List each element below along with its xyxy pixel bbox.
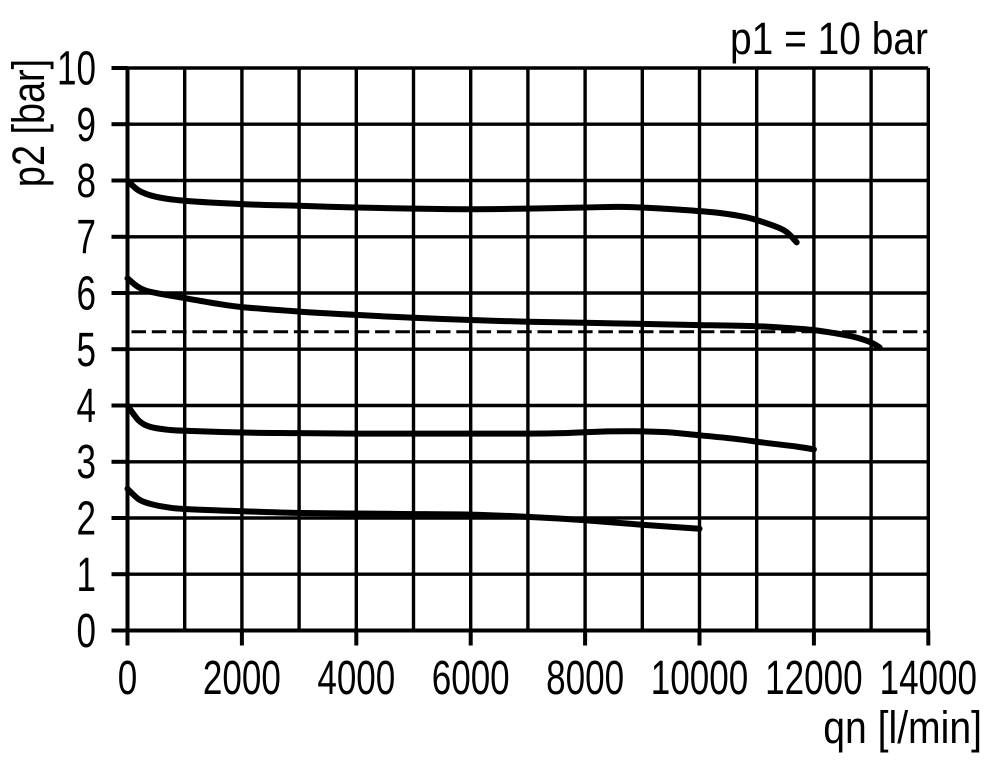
svg-text:6000: 6000 <box>432 651 510 705</box>
svg-text:0: 0 <box>118 651 137 705</box>
svg-text:7: 7 <box>77 210 96 264</box>
svg-text:10: 10 <box>57 41 96 95</box>
svg-text:10000: 10000 <box>651 651 748 705</box>
svg-text:6: 6 <box>77 266 96 320</box>
svg-text:8: 8 <box>77 154 96 208</box>
svg-text:3: 3 <box>77 435 96 489</box>
svg-text:14000: 14000 <box>880 651 977 705</box>
svg-text:4000: 4000 <box>317 651 395 705</box>
svg-text:8000: 8000 <box>546 651 624 705</box>
svg-text:2000: 2000 <box>203 651 281 705</box>
svg-text:qn [l/min]: qn [l/min] <box>823 702 982 752</box>
svg-text:4: 4 <box>77 379 96 433</box>
svg-text:12000: 12000 <box>765 651 862 705</box>
svg-text:p1 = 10 bar: p1 = 10 bar <box>730 13 928 63</box>
svg-text:5: 5 <box>77 322 96 376</box>
svg-text:0: 0 <box>77 604 96 658</box>
svg-text:2: 2 <box>77 491 96 545</box>
svg-text:9: 9 <box>77 97 96 151</box>
svg-text:1: 1 <box>77 547 96 601</box>
svg-text:p2 [bar]: p2 [bar] <box>3 59 54 187</box>
